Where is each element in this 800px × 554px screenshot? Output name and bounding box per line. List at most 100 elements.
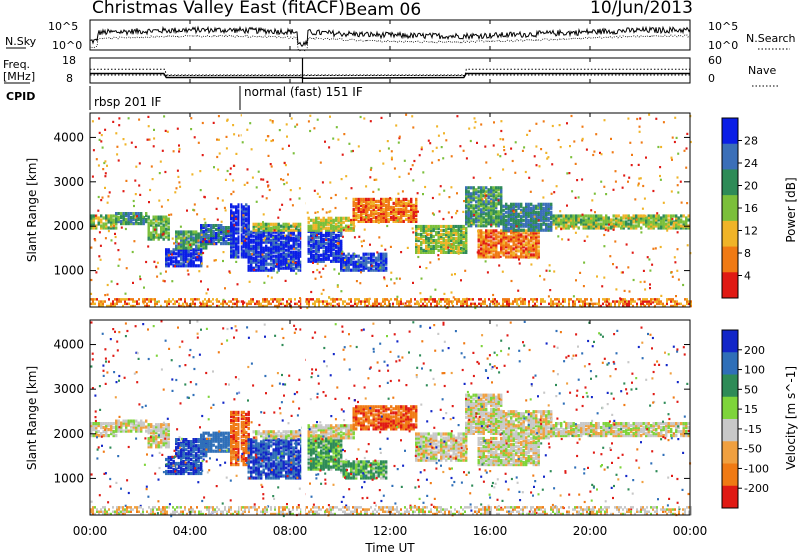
scatter-cell <box>642 214 645 218</box>
scatter-cell <box>332 231 335 235</box>
scatter-cell <box>415 197 418 201</box>
scatter-cell <box>487 192 490 196</box>
scatter-cell <box>525 243 528 247</box>
scatter-cell <box>490 212 493 216</box>
scatter-cell <box>255 250 258 254</box>
scatter-cell <box>200 258 203 262</box>
scatter-cell <box>377 219 380 223</box>
scatter-cell <box>455 212 458 215</box>
scatter-cell <box>182 244 185 248</box>
scatter-cell <box>252 230 255 234</box>
scatter-cell <box>505 233 508 237</box>
scatter-cell <box>250 248 253 252</box>
scatter-cell <box>132 298 134 301</box>
scatter-cell <box>190 302 192 306</box>
scatter-cell <box>535 245 538 249</box>
scatter-cell <box>367 203 370 207</box>
scatter-cell <box>545 269 548 272</box>
scatter-cell <box>512 209 515 212</box>
scatter-cell <box>92 298 94 301</box>
scatter-cell <box>175 244 178 248</box>
scatter-cell <box>267 268 270 272</box>
scatter-cell <box>104 294 107 297</box>
scatter-cell <box>345 262 348 266</box>
scatter-cell <box>632 300 634 303</box>
scatter-cell <box>327 233 330 237</box>
scatter-cell <box>335 224 338 228</box>
scatter-cell <box>355 201 358 205</box>
scatter-cell <box>325 211 328 214</box>
scatter-cell <box>160 439 163 443</box>
scatter-cell <box>315 251 318 255</box>
scatter-cell <box>465 196 468 200</box>
scatter-cell <box>255 200 258 203</box>
scatter-cell <box>167 199 170 202</box>
scatter-cell <box>586 302 588 306</box>
scatter-cell <box>262 304 264 308</box>
scatter-cell <box>480 192 483 196</box>
scatter-cell <box>405 209 408 213</box>
scatter-cell <box>262 248 265 252</box>
scatter-cell <box>160 445 163 449</box>
scatter-cell <box>272 250 275 254</box>
scatter-cell <box>480 224 483 228</box>
scatter-cell <box>586 235 589 238</box>
scatter-cell <box>194 298 196 301</box>
scatter-cell <box>510 218 513 222</box>
scatter-cell <box>505 235 508 239</box>
scatter-cell <box>232 243 235 247</box>
scatter-cell <box>213 259 216 262</box>
scatter-cell <box>638 130 641 133</box>
scatter-cell <box>97 164 100 167</box>
scatter-cell <box>360 240 363 243</box>
scatter-cell <box>135 165 138 168</box>
scatter-cell <box>155 437 158 441</box>
scatter-cell <box>125 423 128 427</box>
scatter-cell <box>450 243 453 246</box>
scatter-cell <box>505 226 508 230</box>
scatter-cell <box>502 222 505 226</box>
scatter-cell <box>389 197 392 200</box>
scatter-cell <box>654 300 656 303</box>
scatter-cell <box>289 189 292 192</box>
scatter-cell <box>270 165 273 168</box>
scatter-cell <box>497 194 500 198</box>
scatter-cell <box>401 190 404 193</box>
scatter-cell <box>537 206 540 209</box>
scatter-cell <box>422 248 425 252</box>
scatter-cell <box>130 429 133 433</box>
scatter-cell <box>220 230 223 234</box>
scatter-cell <box>432 226 435 231</box>
scatter-cell <box>415 236 418 241</box>
scatter-cell <box>575 214 578 218</box>
scatter-cell <box>332 257 335 261</box>
scatter-cell <box>242 235 245 239</box>
scatter-cell <box>110 280 113 283</box>
scatter-cell <box>587 220 590 224</box>
scatter-cell <box>253 268 256 271</box>
scatter-cell <box>466 302 468 306</box>
scatter-cell <box>255 262 258 266</box>
scatter-cell <box>543 278 546 281</box>
scatter-cell <box>232 298 234 301</box>
scatter-cell <box>412 219 415 223</box>
scatter-cell <box>680 201 683 204</box>
frequency-traces <box>90 58 690 83</box>
scatter-cell <box>675 222 678 226</box>
scatter-cell <box>470 218 473 222</box>
scatter-cell <box>200 226 203 230</box>
scatter-cell <box>307 220 310 224</box>
scatter-cell <box>436 304 438 308</box>
scatter-cell <box>580 214 583 218</box>
scatter-cell <box>300 298 302 301</box>
scatter-cell <box>282 224 285 228</box>
scatter-cell <box>590 302 592 306</box>
scatter-cell <box>260 304 262 308</box>
scatter-cell <box>426 304 428 308</box>
scatter-cell <box>210 240 213 244</box>
scatter-cell <box>162 215 165 219</box>
scatter-cell <box>130 425 133 429</box>
scatter-cell <box>462 230 465 235</box>
scatter-cell <box>202 304 204 308</box>
scatter-cell <box>506 298 508 301</box>
